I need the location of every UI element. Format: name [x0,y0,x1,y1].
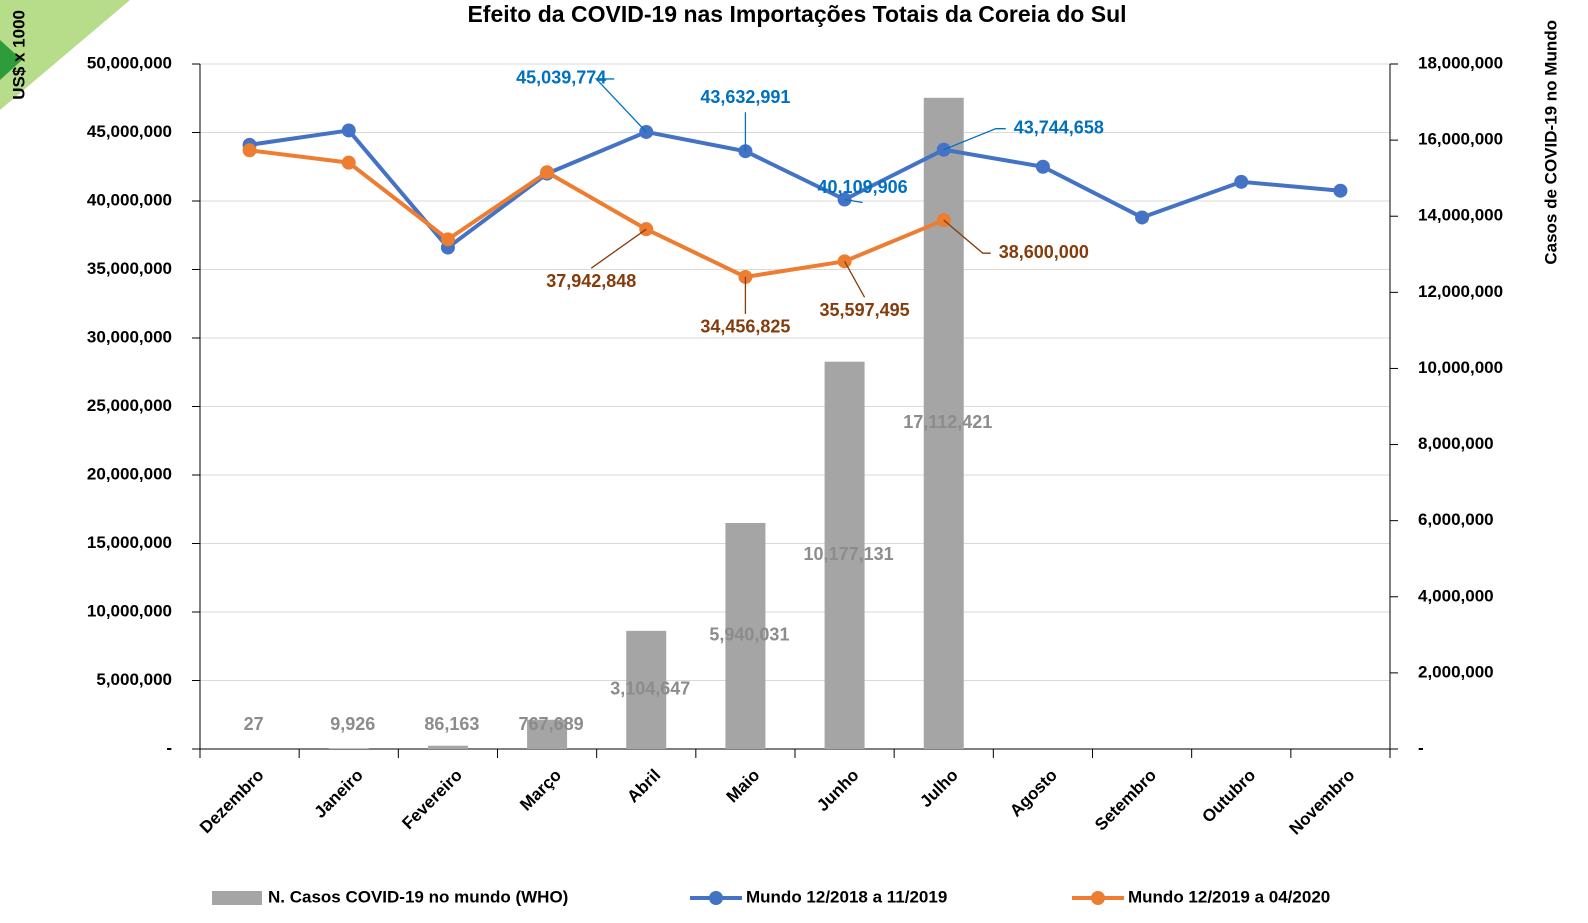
y-tick-label: 5,000,000 [96,670,172,689]
y-tick-label: 10,000,000 [87,601,172,620]
bar-value-label: 767,689 [519,714,584,734]
bar [626,630,667,749]
line-value-label: 37,942,848 [546,271,636,291]
bar-value-label: 5,940,031 [709,625,789,645]
bar [725,522,766,749]
chart-title: Efeito da COVID-19 nas Importações Totai… [467,1,1126,27]
bar [527,719,568,749]
y-tick-label: - [166,738,172,757]
y2-tick-label: 10,000,000 [1418,358,1503,377]
line [249,148,945,279]
y-tick-label: 15,000,000 [87,533,172,552]
bar-value-label: 3,104,647 [610,679,690,699]
legend-swatch [212,891,262,905]
y-tick-label: 30,000,000 [87,327,172,346]
y-tick-label: 45,000,000 [87,122,172,141]
x-tick-label: Fevereiro [398,766,466,834]
line-marker [540,165,555,180]
bar-value-label: 27 [244,714,264,734]
line-value-label: 43,744,658 [1014,117,1104,137]
line-value-label: 35,597,495 [820,300,910,320]
y-axis-title: US$ x 1000 [9,10,28,100]
line-value-label: 43,632,991 [700,87,790,107]
legend-swatch [709,891,723,905]
x-tick-label: Junho [813,766,862,815]
line-marker [440,232,455,247]
line-marker [1135,210,1150,225]
y2-tick-label: 4,000,000 [1418,586,1494,605]
line-value-label: 40,109,906 [818,177,908,197]
line-value-label: 34,456,825 [700,317,790,337]
y2-tick-label: 6,000,000 [1418,510,1494,529]
y2-tick-label: - [1418,738,1424,757]
y-tick-label: 35,000,000 [87,259,172,278]
y2-axis-title: Casos de COVID-19 no Mundo [1541,20,1560,265]
y2-tick-label: 8,000,000 [1418,434,1494,453]
x-tick-label: Março [516,766,565,815]
line-marker [341,155,356,170]
leader-line [943,219,991,254]
line-value-label: 38,600,000 [999,242,1089,262]
bar-value-label: 9,926 [330,714,375,734]
bar [824,361,865,749]
y-tick-label: 20,000,000 [87,464,172,483]
corner-decoration [0,40,22,80]
line-marker [1333,183,1348,198]
legend-label: Mundo 12/2018 a 11/2019 [746,887,947,906]
x-tick-label: Janeiro [311,766,367,822]
x-tick-label: Abril [623,766,664,807]
legend-label: N. Casos COVID-19 no mundo (WHO) [268,887,568,906]
y-tick-label: 25,000,000 [87,396,172,415]
line [249,128,1341,250]
legend-label: Mundo 12/2019 a 04/2020 [1128,887,1330,906]
x-tick-label: Outubro [1198,766,1259,827]
y-tick-label: 50,000,000 [87,53,172,72]
leader-line [844,198,863,204]
bar-value-label: 86,163 [424,714,479,734]
line-marker [242,143,257,158]
x-tick-label: Dezembro [196,766,268,838]
bar-value-label: 17,112,421 [903,412,992,432]
line-value-label: 45,039,774 [516,68,606,88]
line-marker [1234,174,1249,189]
y2-tick-label: 12,000,000 [1418,282,1503,301]
x-tick-label: Julho [916,766,961,811]
y2-tick-label: 14,000,000 [1418,206,1503,225]
y2-tick-label: 16,000,000 [1418,130,1503,149]
leader-line [590,228,647,269]
y2-tick-label: 18,000,000 [1418,53,1503,72]
x-tick-label: Setembro [1091,766,1160,835]
legend-swatch [1091,891,1105,905]
corner-decoration [0,0,130,110]
y2-tick-label: 2,000,000 [1418,662,1494,681]
line-marker [1035,159,1050,174]
leader-line [594,78,647,133]
x-tick-label: Novembro [1286,766,1359,839]
y-tick-label: 40,000,000 [87,190,172,209]
line-marker [341,123,356,138]
x-tick-label: Agosto [1006,766,1061,821]
leader-line [844,260,866,298]
bar [427,745,468,749]
bar-value-label: 10,177,131 [804,544,894,564]
leader-line [943,128,1006,151]
x-tick-label: Maio [723,766,764,807]
bar [923,97,964,749]
